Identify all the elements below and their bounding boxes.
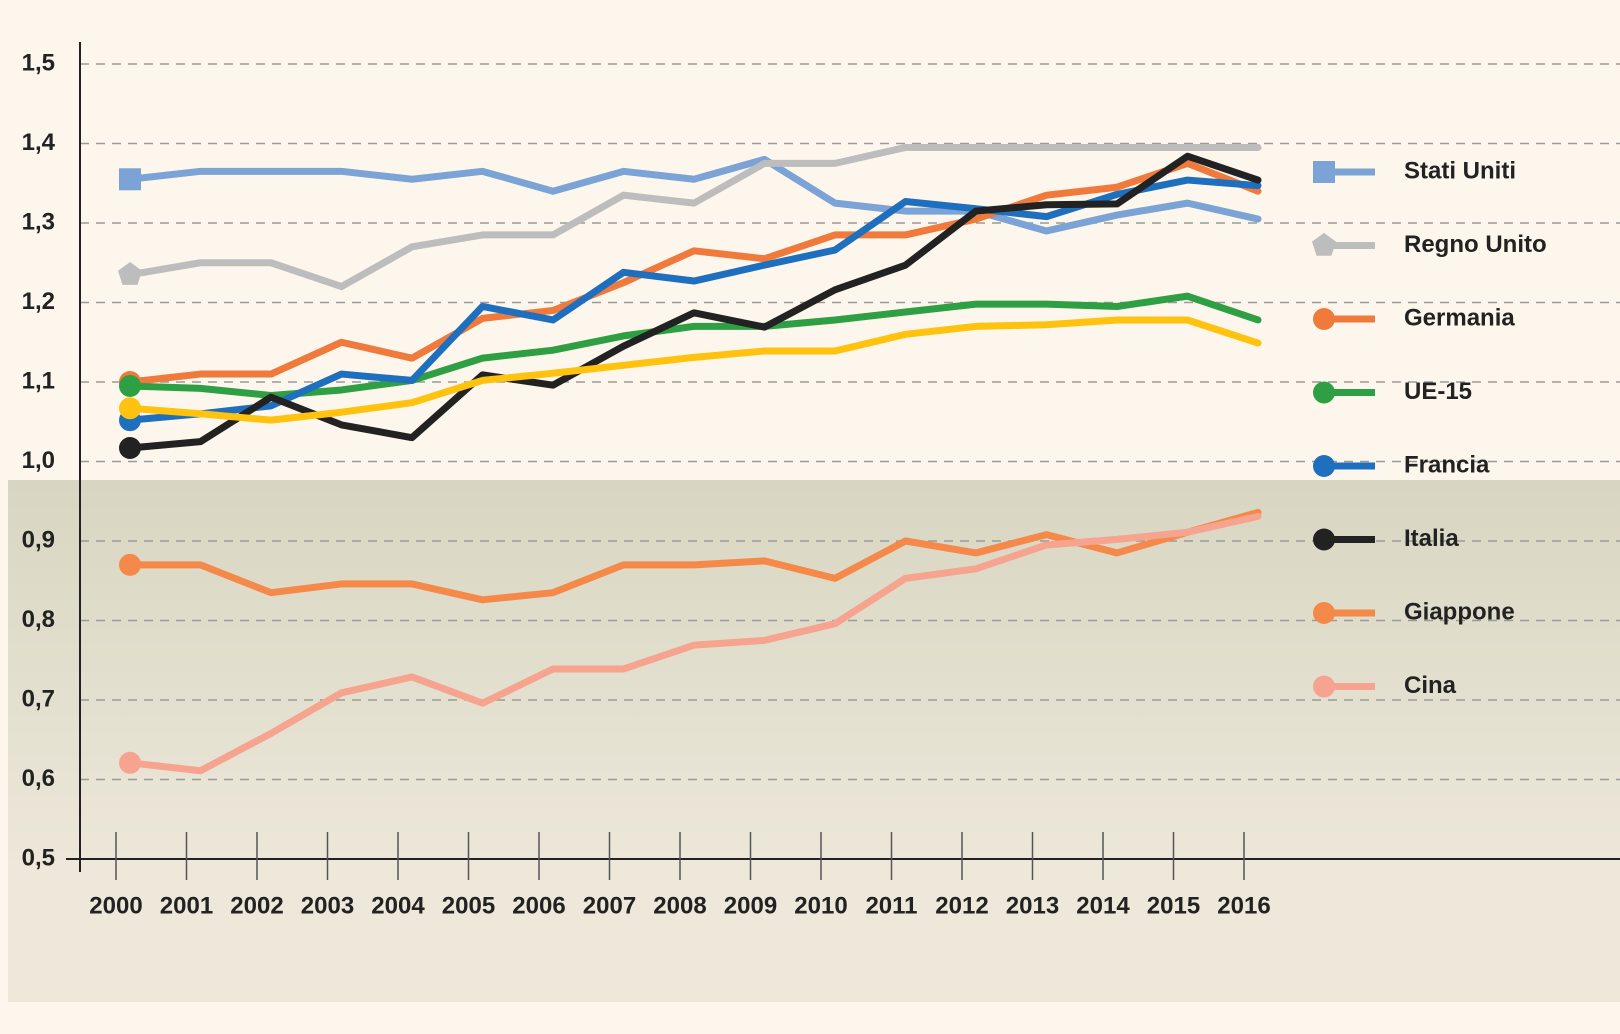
x-tick-label: 2008 <box>653 892 706 919</box>
y-tick-label: 0,5 <box>22 844 55 871</box>
y-tick-label: 1,5 <box>22 49 55 76</box>
marker <box>119 751 141 774</box>
x-tick-label: 2010 <box>794 892 847 919</box>
series-line <box>126 155 1262 235</box>
series-line <box>126 512 1262 775</box>
y-tick-label: 1,0 <box>22 447 55 474</box>
legend-label: Germania <box>1404 304 1515 331</box>
marker <box>119 168 141 191</box>
marker <box>1313 308 1335 330</box>
x-tick-label: 2012 <box>935 892 988 919</box>
y-tick-label: 0,8 <box>22 606 55 633</box>
x-tick-label: 2015 <box>1147 892 1200 919</box>
x-tick-label: 2016 <box>1217 892 1270 919</box>
x-tick-label: 2005 <box>442 892 495 919</box>
series-line <box>126 316 1262 424</box>
legend-label: UE-15 <box>1404 378 1472 405</box>
legend-label: Italia <box>1404 525 1459 552</box>
x-tick-label: 2011 <box>865 892 917 919</box>
x-tick-label: 2006 <box>512 892 565 919</box>
x-tick-label: 2001 <box>160 892 213 919</box>
legend-label: Francia <box>1404 451 1490 478</box>
x-tick-label: 2014 <box>1076 892 1130 919</box>
marker <box>117 262 143 285</box>
marker <box>1311 232 1337 256</box>
marker <box>1313 161 1335 183</box>
y-tick-label: 0,7 <box>22 685 55 712</box>
legend-label: Giappone <box>1404 598 1515 625</box>
x-tick-label: 2013 <box>1006 892 1059 919</box>
legend-label: Stati Uniti <box>1404 157 1516 184</box>
marker <box>119 397 141 420</box>
marker <box>119 374 141 397</box>
legend-label: Cina <box>1404 672 1457 699</box>
series-line <box>126 176 1262 424</box>
y-tick-label: 1,2 <box>22 288 55 315</box>
y-tick-label: 1,3 <box>22 208 55 235</box>
legend-label: Regno Unito <box>1404 231 1547 258</box>
x-tick-label: 2004 <box>371 892 425 919</box>
marker <box>119 436 141 459</box>
shaded-band <box>8 480 1620 860</box>
marker <box>1313 455 1335 477</box>
y-tick-label: 0,9 <box>22 526 55 553</box>
x-tick-label: 2002 <box>230 892 283 919</box>
marker <box>1313 675 1335 698</box>
marker <box>1313 528 1335 551</box>
series-line <box>126 143 1262 291</box>
y-tick-label: 1,1 <box>22 367 55 394</box>
lower-band <box>8 860 1620 1002</box>
x-tick-label: 2007 <box>583 892 636 919</box>
series-line <box>126 159 1262 386</box>
marker <box>1313 602 1335 624</box>
y-tick-label: 1,4 <box>22 129 56 156</box>
y-tick-label: 0,6 <box>22 765 55 792</box>
x-tick-label: 2000 <box>89 892 142 919</box>
marker <box>1313 381 1335 404</box>
x-tick-label: 2009 <box>724 892 777 919</box>
x-tick-label: 2003 <box>301 892 354 919</box>
series-line <box>126 292 1262 400</box>
marker <box>119 553 141 576</box>
